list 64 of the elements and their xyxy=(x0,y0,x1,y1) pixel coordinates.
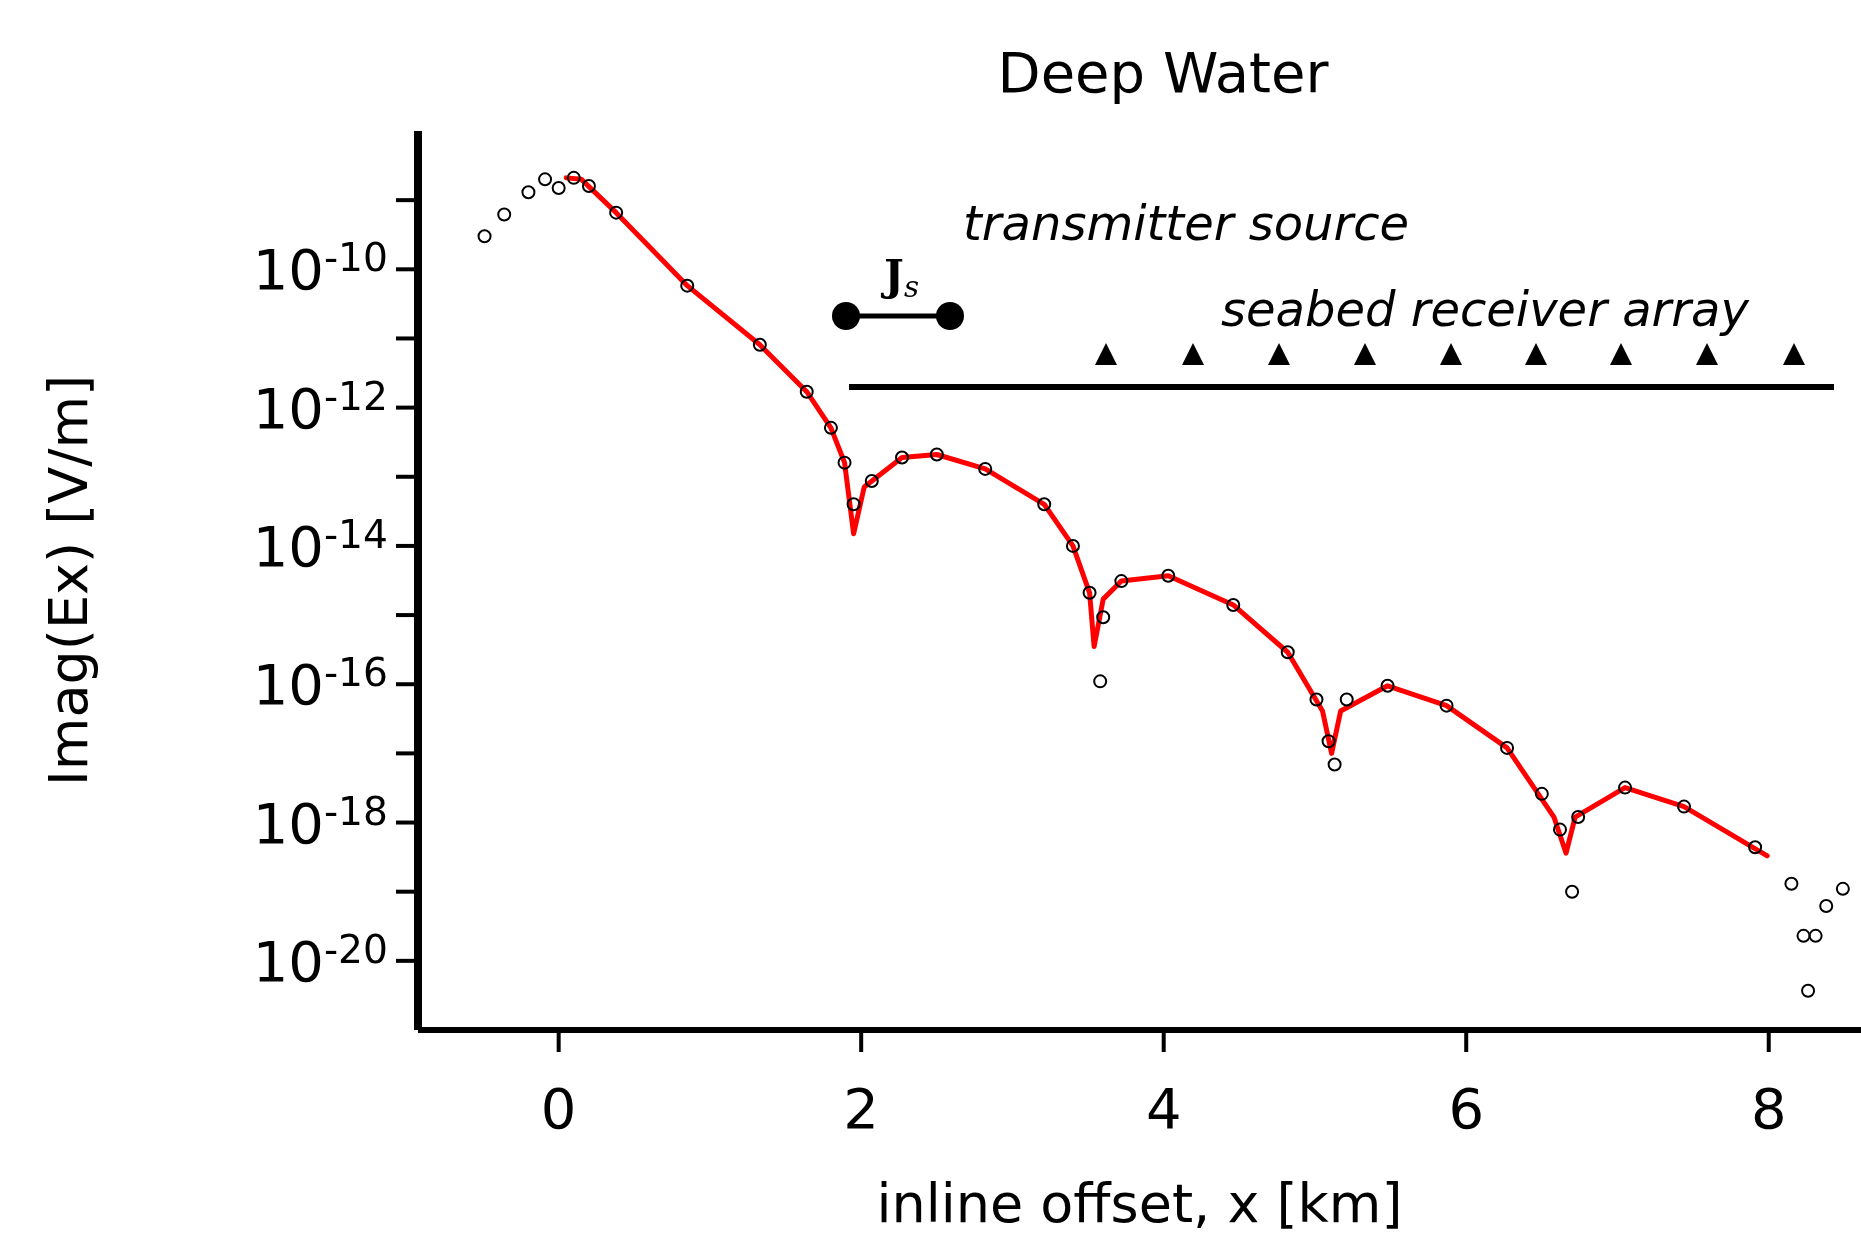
point xyxy=(538,172,553,187)
point xyxy=(929,447,944,462)
point xyxy=(1677,799,1692,814)
point xyxy=(497,207,512,222)
point xyxy=(1309,692,1324,707)
y-tick-label: 10$^{-12}$ xyxy=(252,374,388,441)
x-tick-label: 4 xyxy=(1145,1076,1182,1141)
annotation: transmitter source xyxy=(963,195,1410,251)
point xyxy=(1093,674,1108,689)
point xyxy=(823,420,838,435)
point xyxy=(1618,780,1633,795)
point xyxy=(1114,574,1129,589)
x-tick-label: 0 xyxy=(540,1076,577,1141)
point xyxy=(1037,497,1052,512)
point xyxy=(895,450,910,465)
chart-title: Deep Water xyxy=(997,40,1330,105)
point xyxy=(978,461,993,476)
point xyxy=(1796,928,1811,943)
annotation: J$_{s}$ xyxy=(880,251,919,305)
point xyxy=(1280,645,1295,660)
y-tick-label: 10$^{-18}$ xyxy=(252,788,388,856)
point xyxy=(551,180,566,195)
annotation: seabed receiver array xyxy=(1221,281,1750,337)
point xyxy=(521,185,536,200)
point xyxy=(1835,881,1850,896)
y-tick-label: 10$^{-20}$ xyxy=(252,927,388,994)
x-tick-label: 2 xyxy=(843,1076,880,1141)
point xyxy=(609,205,624,220)
point xyxy=(1161,568,1176,583)
point xyxy=(1808,928,1823,943)
point xyxy=(1571,810,1586,825)
point xyxy=(1565,884,1580,899)
point xyxy=(1819,899,1834,914)
point xyxy=(1321,734,1336,749)
point xyxy=(1500,740,1515,755)
point xyxy=(1748,840,1763,855)
point xyxy=(864,473,879,488)
point xyxy=(1553,822,1567,837)
point xyxy=(1534,786,1549,801)
point xyxy=(752,337,767,352)
point xyxy=(1226,597,1241,612)
point xyxy=(1082,585,1097,600)
y-tick-label: 10$^{-16}$ xyxy=(252,650,388,718)
point xyxy=(1327,757,1342,772)
x-tick-label: 6 xyxy=(1448,1076,1485,1141)
y-axis-title: Imag(Ex) [V/m] xyxy=(37,374,101,787)
point xyxy=(1096,610,1111,625)
point xyxy=(837,455,852,470)
point xyxy=(1065,538,1080,553)
point xyxy=(680,278,695,293)
x-axis-title: inline offset, x [km] xyxy=(876,1172,1403,1235)
point xyxy=(1380,678,1395,693)
point xyxy=(799,384,814,399)
y-tick-label: 10$^{-10}$ xyxy=(252,235,388,303)
x-tick-label: 8 xyxy=(1750,1076,1787,1141)
point xyxy=(477,229,492,244)
point xyxy=(1784,876,1799,891)
point xyxy=(581,179,596,194)
point xyxy=(1439,698,1454,713)
point xyxy=(1339,692,1354,707)
point xyxy=(846,497,861,512)
y-tick-label: 10$^{-14}$ xyxy=(252,512,388,579)
point xyxy=(566,170,581,185)
point xyxy=(1801,983,1816,998)
